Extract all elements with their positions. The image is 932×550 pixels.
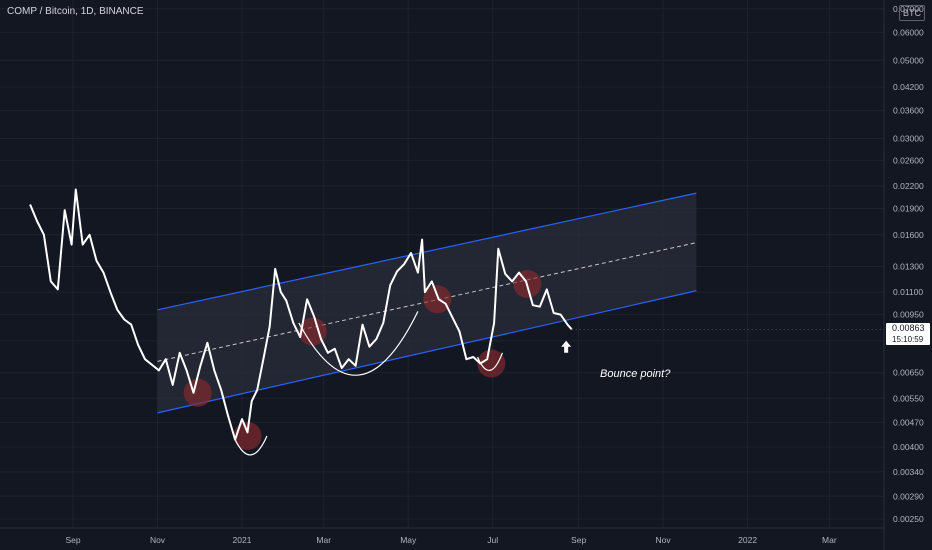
x-tick-label: Jul <box>487 535 498 545</box>
bounce-arrow-icon <box>561 340 572 353</box>
y-tick-label: 0.00290 <box>893 491 924 501</box>
current-price-value: 0.00863 <box>892 323 925 333</box>
y-tick-label: 0.00650 <box>893 368 924 378</box>
cup-arc <box>298 311 419 376</box>
y-tick-label: 0.04200 <box>893 82 924 92</box>
x-tick-label: May <box>400 535 417 545</box>
y-tick-label: 0.01100 <box>893 287 923 297</box>
cup-arc <box>234 435 268 456</box>
x-tick-label: 2021 <box>233 535 252 545</box>
chart-title: COMP / Bitcoin, 1D, BINANCE <box>7 6 144 17</box>
current-price-badge: 0.00863 15:10:59 <box>886 323 930 345</box>
y-tick-label: 0.03000 <box>893 134 924 144</box>
x-tick-label: Nov <box>150 535 166 545</box>
cup-arc <box>476 352 503 371</box>
y-tick-label: 0.07000 <box>893 4 924 14</box>
y-tick-label: 0.00400 <box>893 442 924 452</box>
y-tick-label: 0.02600 <box>893 155 924 165</box>
y-tick-label: 0.02200 <box>893 181 924 191</box>
unit-button[interactable]: BTC <box>899 5 925 21</box>
y-tick-label: 0.00550 <box>893 393 924 403</box>
x-tick-label: Mar <box>822 535 837 545</box>
y-tick-label: 0.01900 <box>893 203 924 213</box>
x-tick-label: 2022 <box>738 535 757 545</box>
x-tick-label: Sep <box>571 535 586 545</box>
highlight-circle <box>183 378 212 407</box>
highlight-circle <box>298 317 327 346</box>
y-tick-label: 0.05000 <box>893 55 924 65</box>
x-tick-label: Nov <box>656 535 672 545</box>
y-tick-label: 0.01300 <box>893 262 924 272</box>
y-tick-label: 0.06000 <box>893 27 924 37</box>
price-line <box>29 188 573 441</box>
y-tick-label: 0.01600 <box>893 230 924 240</box>
x-tick-label: Mar <box>316 535 331 545</box>
channel-upper-line <box>157 192 697 311</box>
y-tick-label: 0.00470 <box>893 417 924 427</box>
highlight-circle <box>233 421 262 450</box>
x-tick-label: Sep <box>65 535 80 545</box>
highlight-circle <box>477 349 506 378</box>
y-tick-label: 0.00250 <box>893 514 924 524</box>
bar-countdown: 15:10:59 <box>892 335 924 344</box>
bounce-point-label: Bounce point? <box>600 368 671 380</box>
y-tick-label: 0.03600 <box>893 106 924 116</box>
highlight-circle <box>423 285 452 314</box>
channel-lower-line <box>157 290 697 414</box>
y-tick-label: 0.00950 <box>893 310 924 320</box>
y-tick-label: 0.00340 <box>893 467 924 477</box>
